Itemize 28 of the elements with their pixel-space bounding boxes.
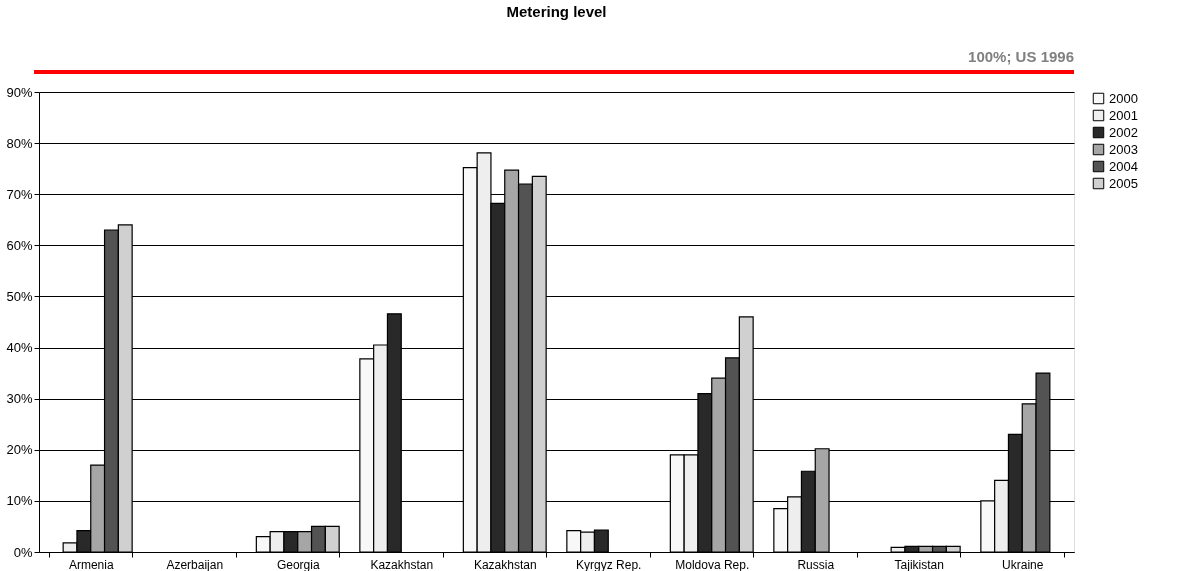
legend-label: 2000 [1109, 90, 1138, 106]
x-tick-label: Georgia [276, 557, 320, 571]
y-tick-label: 30% [6, 391, 33, 407]
y-tick-label: 20% [6, 442, 33, 458]
chart-title: Metering level [506, 3, 607, 20]
x-tick-label: Azerbaijan [166, 557, 224, 571]
legend-label: 2002 [1109, 124, 1138, 140]
y-tick-label: 0% [13, 544, 33, 560]
y-tick-label: 90% [6, 84, 33, 100]
x-tick-label: Kazakhstan [473, 557, 537, 571]
legend-label: 2005 [1109, 175, 1138, 191]
legend-label: 2004 [1109, 158, 1138, 174]
y-tick-label: 80% [6, 135, 33, 151]
legend-label: 2003 [1109, 141, 1138, 157]
text: 100%; US 1996 [968, 48, 1074, 65]
x-tick-label: Moldova Rep. [675, 557, 750, 571]
x-tick-label: Kyrgyz Rep. [576, 557, 642, 571]
y-tick-label: 70% [6, 186, 33, 202]
x-tick-label: Tajikistan [894, 557, 944, 571]
y-tick-label: 10% [6, 493, 33, 509]
y-tick-label: 50% [6, 288, 33, 304]
y-tick-label: 40% [6, 340, 33, 356]
x-tick-label: Armenia [68, 557, 114, 571]
x-tick-label: Kazakhstan [370, 557, 434, 571]
x-tick-label: Ukraine [1002, 557, 1044, 571]
legend-label: 2001 [1109, 107, 1138, 123]
y-tick-label: 60% [6, 237, 33, 253]
x-tick-label: Russia [797, 557, 835, 571]
